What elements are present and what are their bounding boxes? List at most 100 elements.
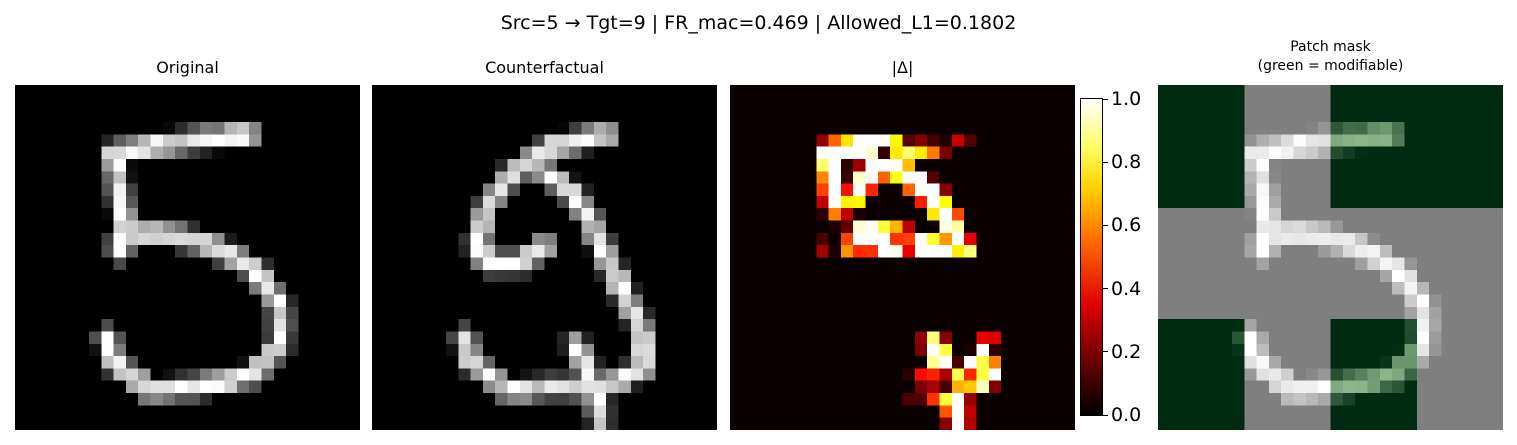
mask-cell-fixed [1355, 269, 1368, 283]
mask-cell-modifiable [1182, 368, 1196, 381]
pixel-cell [286, 343, 299, 357]
delta-cell [914, 134, 928, 147]
pixel-cell [593, 356, 607, 369]
pixel-cell [175, 220, 188, 233]
mask-cell-modifiable [1207, 146, 1220, 160]
mask-cell-fixed [1281, 158, 1294, 172]
pixel-cell [593, 393, 607, 406]
pixel-cell [199, 380, 213, 394]
pixel-cell [175, 146, 188, 159]
pixel-cell [507, 393, 520, 406]
mask-cell-modifiable [1158, 368, 1171, 381]
pixel-cell [458, 331, 471, 344]
pixel-cell [162, 134, 176, 147]
delta-cell [988, 368, 1002, 381]
mask-cell-fixed [1170, 220, 1183, 234]
mask-cell-fixed [1219, 257, 1233, 271]
mask-cell-modifiable [1207, 417, 1220, 430]
mask-cell-fixed [1355, 208, 1368, 221]
mask-cell-fixed [1379, 208, 1393, 221]
mask-cell-modifiable [1194, 158, 1208, 172]
delta-cell [976, 380, 989, 394]
mask-cell-fixed [1194, 282, 1208, 295]
mask-cell-fixed [1355, 220, 1368, 234]
mask-cell-modifiable [1441, 121, 1454, 135]
mask-cell-fixed [1466, 220, 1479, 234]
pixel-cell [556, 195, 570, 209]
pixel-cell [162, 146, 176, 159]
mask-cell-fixed [1244, 405, 1257, 418]
mask-cell-fixed [1367, 220, 1381, 234]
mask-cell-fixed [1158, 232, 1171, 246]
mask-cell-modifiable [1441, 171, 1454, 184]
mask-cell-modifiable [1330, 343, 1344, 357]
delta-cell [840, 158, 854, 172]
pixel-cell [101, 171, 114, 184]
mask-cell-fixed [1466, 343, 1479, 357]
mask-cell-modifiable [1231, 146, 1245, 160]
pixel-cell [482, 380, 496, 394]
pixel-cell [495, 393, 508, 406]
pixel-cell [470, 220, 483, 233]
mask-cell-fixed [1194, 269, 1208, 283]
mask-cell-fixed [1466, 294, 1479, 308]
mask-cell-fixed [1379, 220, 1393, 234]
pixel-cell [544, 393, 557, 406]
pixel-cell [519, 269, 533, 283]
mask-cell-modifiable [1404, 417, 1417, 430]
mask-cell-modifiable [1219, 405, 1233, 418]
mask-cell-modifiable [1392, 380, 1405, 394]
mask-cell-modifiable [1392, 393, 1405, 406]
delta-cell [939, 146, 952, 159]
pixel-cell [581, 245, 594, 258]
pixel-cell [113, 245, 126, 258]
pixel-cell [261, 331, 274, 344]
mask-cell-fixed [1182, 208, 1196, 221]
mask-cell-modifiable [1219, 343, 1233, 357]
mask-cell-fixed [1441, 269, 1454, 283]
delta-cell [951, 245, 965, 258]
mask-cell-modifiable [1478, 134, 1491, 147]
mask-cell-fixed [1281, 319, 1294, 332]
mask-cell-modifiable [1466, 183, 1479, 197]
mask-cell-modifiable [1416, 134, 1430, 147]
mask-cell-fixed [1453, 343, 1467, 357]
mask-cell-modifiable [1379, 405, 1393, 418]
mask-cell-fixed [1207, 306, 1220, 320]
pixel-cell [569, 368, 582, 381]
delta-cell [840, 245, 854, 258]
mask-cell-fixed [1182, 220, 1196, 234]
pixel-cell [532, 257, 545, 270]
mask-cell-fixed [1416, 319, 1430, 332]
mask-cell-fixed [1219, 306, 1233, 320]
delta-cell [865, 146, 878, 159]
mask-cell-fixed [1293, 368, 1307, 381]
mask-cell-modifiable [1404, 97, 1417, 110]
mask-cell-modifiable [1478, 85, 1491, 98]
pixel-cell [199, 232, 213, 246]
mask-cell-fixed [1281, 343, 1294, 357]
delta-cell [914, 393, 928, 406]
pixel-cell [507, 158, 520, 172]
pixel-cell [581, 368, 594, 381]
pixel-cell [236, 121, 250, 135]
mask-cell-modifiable [1355, 146, 1368, 160]
mask-cell-modifiable [1194, 319, 1208, 332]
pixel-cell [544, 183, 557, 196]
mask-cell-fixed [1318, 220, 1331, 234]
mask-cell-fixed [1490, 245, 1503, 258]
mask-cell-modifiable [1355, 417, 1368, 430]
mask-cell-fixed [1219, 269, 1233, 283]
mask-cell-modifiable [1416, 109, 1430, 123]
pixel-cell [606, 121, 619, 135]
mask-cell-fixed [1379, 245, 1393, 258]
pixel-cell [470, 195, 483, 209]
mask-cell-fixed [1281, 134, 1294, 147]
pixel-cell [519, 257, 533, 270]
mask-cell-modifiable [1379, 121, 1393, 135]
mask-cell-modifiable [1207, 195, 1220, 209]
pixel-cell [138, 134, 151, 147]
mask-cell-modifiable [1392, 121, 1405, 135]
pixel-cell [569, 183, 582, 196]
pixel-cell [569, 121, 582, 135]
